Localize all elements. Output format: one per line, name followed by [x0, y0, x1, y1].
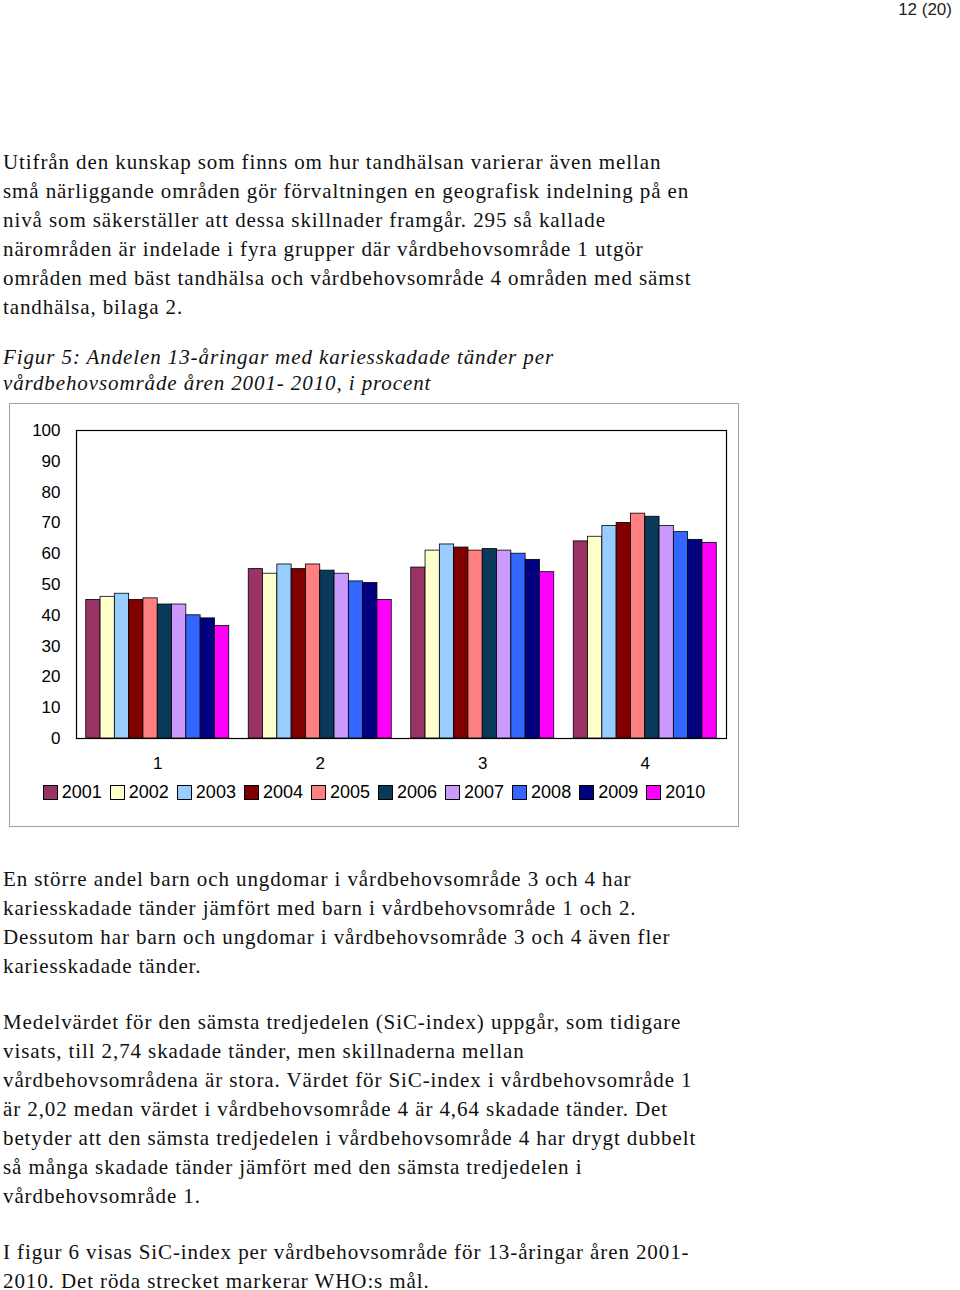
html-text:2009: 2009	[598, 782, 639, 802]
html-text:närområden är indelade i fyra: närområden är indelade i fyra grupper dä…	[3, 237, 644, 261]
svg-text:3: 3	[478, 754, 487, 773]
svg-text:70: 70	[42, 513, 61, 532]
html-text:2005: 2005	[330, 782, 370, 802]
html-text:kariesskadade tänder jämfört m: kariesskadade tänder jämfört med barn i …	[3, 896, 637, 920]
svg-text:30: 30	[42, 637, 61, 656]
svg-text:2: 2	[316, 754, 325, 773]
html-text:En större andel barn och ungdo: En större andel barn och ungdomar i vård…	[3, 867, 632, 891]
html-text:kariesskadade tänder.: kariesskadade tänder.	[3, 954, 202, 978]
html-text:2002: 2002	[128, 782, 169, 802]
html-text:visats, till 2,74 skadade tänd: visats, till 2,74 skadade tänder, men sk…	[3, 1039, 525, 1063]
html-text:är 2,02 medan värdet i vårdbeh: är 2,02 medan värdet i vårdbehovsområde …	[3, 1097, 669, 1121]
html-text:2004: 2004	[262, 782, 303, 802]
svg-text:100: 100	[32, 421, 60, 440]
svg-text:1: 1	[153, 754, 162, 773]
html-text:2010: 2010	[665, 782, 706, 802]
html-text:Dessutom har barn och ungdomar: Dessutom har barn och ungdomar i vårdbeh…	[3, 925, 671, 949]
html-text:små närliggande områden gör fö: små närliggande områden gör förvaltninge…	[3, 179, 690, 203]
html-text:2007: 2007	[464, 782, 505, 802]
svg-text:90: 90	[42, 452, 61, 471]
html-text:Figur 5: Andelen 13-åringar me: Figur 5: Andelen 13-åringar med kariessk…	[3, 345, 554, 369]
html-text:vårdbehovsområdena är stora. V: vårdbehovsområdena är stora. Värdet för …	[3, 1068, 693, 1092]
html-text:så många skadade tänder jämför: så många skadade tänder jämfört med den …	[3, 1155, 583, 1179]
svg-text:60: 60	[42, 544, 61, 563]
html-text:vårdbehovsområde 1.: vårdbehovsområde 1.	[3, 1184, 201, 1208]
html-text:2003: 2003	[195, 782, 236, 802]
svg-text:20: 20	[42, 667, 61, 686]
html-text:tandhälsa, bilaga 2.: tandhälsa, bilaga 2.	[3, 295, 184, 319]
html-text:Utifrån den kunskap som finns: Utifrån den kunskap som finns om hur tan…	[3, 150, 662, 174]
html-text:2001: 2001	[61, 782, 102, 802]
html-text:nivå som säkerställer att dess: nivå som säkerställer att dessa skillnad…	[3, 208, 606, 232]
svg-text:40: 40	[42, 606, 61, 625]
svg-text:10: 10	[42, 698, 61, 717]
html-text:Medelvärdet för den sämsta tre: Medelvärdet för den sämsta tredjedelen (…	[3, 1010, 682, 1034]
html-text:områden med bäst tandhälsa och: områden med bäst tandhälsa och vårdbehov…	[3, 266, 692, 290]
html-text:2006: 2006	[397, 782, 437, 802]
svg-text:80: 80	[42, 483, 61, 502]
svg-text:50: 50	[42, 575, 61, 594]
html-text:betyder att den sämsta tredjed: betyder att den sämsta tredjedelen i vår…	[3, 1126, 697, 1150]
html-text:I figur 6 visas SiC-index per: I figur 6 visas SiC-index per vårdbehovs…	[3, 1240, 690, 1264]
html-text:12 (20): 12 (20)	[898, 0, 952, 19]
svg-text:4: 4	[641, 754, 650, 773]
html-text:vårdbehovsområde åren 2001- 20: vårdbehovsområde åren 2001- 2010, i proc…	[3, 371, 432, 395]
svg-text:0: 0	[51, 729, 60, 748]
html-text:2008: 2008	[531, 782, 572, 802]
